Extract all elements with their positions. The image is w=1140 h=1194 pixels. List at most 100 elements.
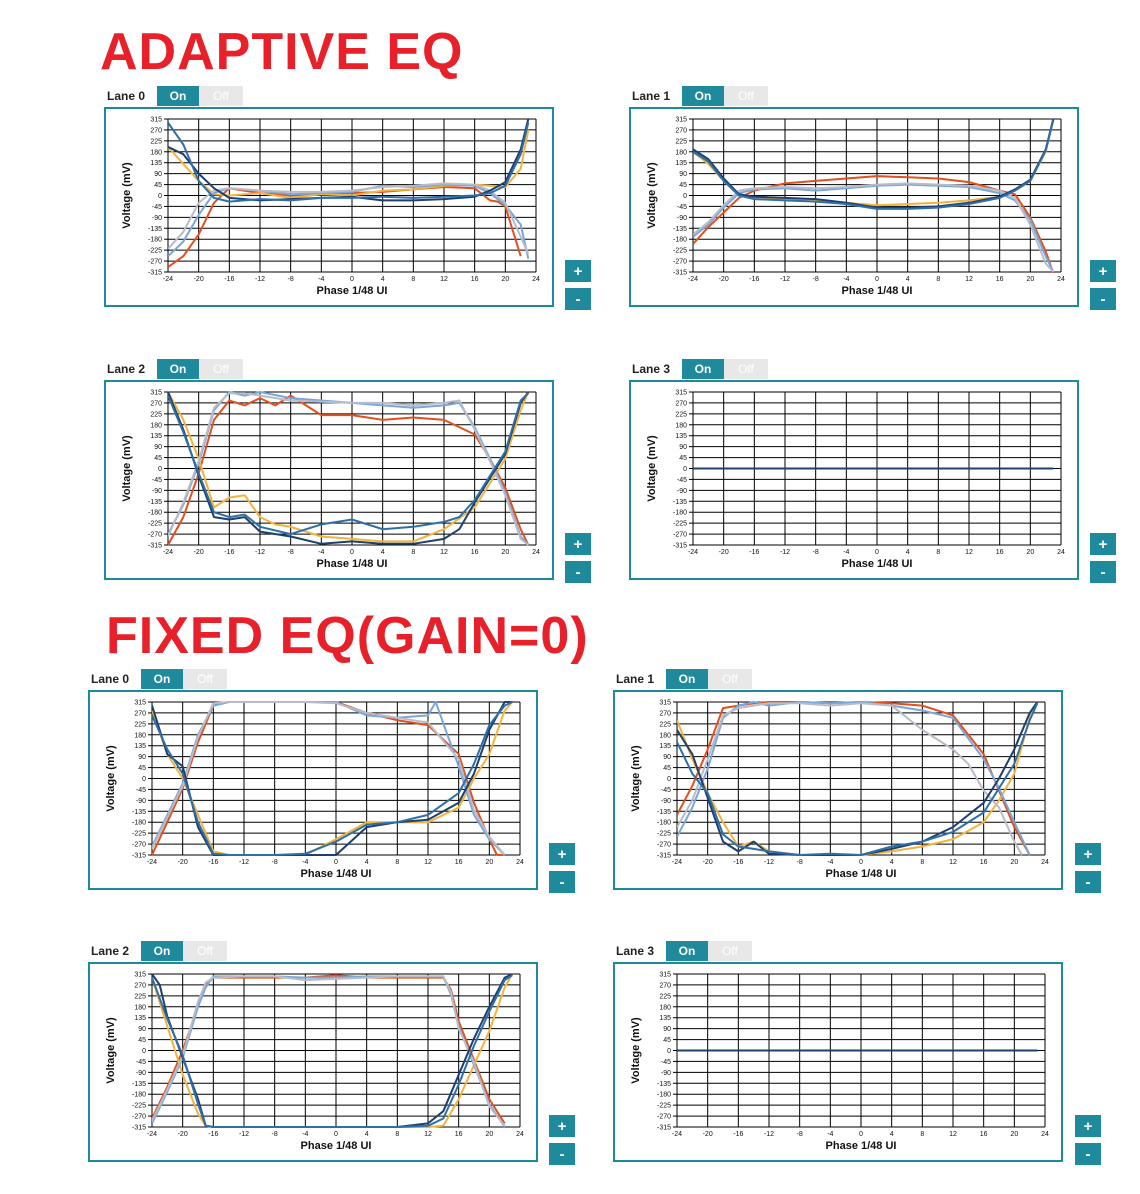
zoom-out-button[interactable]: - (1090, 288, 1116, 310)
zoom-out-button[interactable]: - (549, 1143, 575, 1165)
chart-svg: 315 270 225 180 135 90 45 0 -45 -90 -135 -180 -225 -2… (646, 117, 1065, 298)
on-off-toggle[interactable]: On Off (141, 669, 227, 689)
x-tick-label: 12 (440, 276, 448, 283)
zoom-in-button[interactable]: + (549, 843, 575, 865)
zoom-out-button[interactable]: - (1075, 1143, 1101, 1165)
y-tick-label: -315 (673, 543, 687, 550)
x-tick-label: 16 (455, 1131, 463, 1138)
x-tick-label: -12 (239, 859, 249, 866)
y-tick-label: 270 (150, 127, 162, 134)
off-button[interactable]: Off (199, 359, 243, 379)
on-off-toggle[interactable]: On Off (157, 359, 243, 379)
off-button[interactable]: Off (708, 669, 752, 689)
x-tick-label: -12 (780, 549, 790, 556)
zoom-in-button[interactable]: + (549, 1115, 575, 1137)
series-line (693, 175, 1055, 273)
on-button[interactable]: On (157, 86, 199, 106)
y-tick-label: 315 (150, 390, 162, 397)
on-off-toggle[interactable]: On Off (141, 941, 227, 961)
off-button[interactable]: Off (724, 86, 768, 106)
lane-label: Lane 0 (91, 672, 130, 686)
x-tick-label: 20 (501, 549, 509, 556)
zoom-in-button[interactable]: + (565, 533, 591, 555)
on-off-toggle[interactable]: On Off (666, 669, 752, 689)
off-button[interactable]: Off (724, 359, 768, 379)
zoom-in-button[interactable]: + (1090, 260, 1116, 282)
lane-label: Lane 1 (632, 89, 671, 103)
lane-label: Lane 1 (616, 672, 655, 686)
x-tick-label: -20 (719, 549, 729, 556)
zoom-in-button[interactable]: + (1090, 533, 1116, 555)
x-tick-label: -24 (163, 276, 173, 283)
on-off-toggle[interactable]: On Off (682, 86, 768, 106)
y-tick-label: -315 (657, 853, 671, 860)
chart-svg: 315 270 225 180 135 90 45 0 -45 -90 -135 -180 -225 -2… (121, 390, 540, 571)
on-button[interactable]: On (157, 359, 199, 379)
y-tick-label: 225 (134, 721, 146, 728)
series-group (677, 701, 1039, 856)
zoom-out-button[interactable]: - (1090, 561, 1116, 583)
x-tick-label: 12 (424, 859, 432, 866)
eye-diagram-chart: 315 270 225 180 135 90 45 0 -45 -90 -135 -180 -225 -2… (613, 690, 1063, 890)
y-tick-label: -180 (132, 820, 146, 827)
zoom-in-button[interactable]: + (1075, 1115, 1101, 1137)
y-tick-label: 270 (659, 982, 671, 989)
off-button[interactable]: Off (183, 669, 227, 689)
on-button[interactable]: On (141, 941, 183, 961)
y-tick-label: -315 (148, 270, 162, 277)
y-tick-label: 45 (663, 765, 671, 772)
grid (151, 701, 521, 856)
on-button[interactable]: On (666, 669, 708, 689)
y-tick-label: 0 (158, 466, 162, 473)
zoom-out-button[interactable]: - (565, 561, 591, 583)
x-tick-label: 8 (920, 859, 924, 866)
y-tick-label: 90 (154, 444, 162, 451)
y-tick-label: -90 (661, 1070, 671, 1077)
x-tick-label: 4 (365, 1131, 369, 1138)
chart-svg: 315 270 225 180 135 90 45 0 -45 -90 -135 -180 -225 -2… (105, 700, 524, 881)
x-tick-label: 0 (350, 276, 354, 283)
zoom-in-button[interactable]: + (565, 260, 591, 282)
y-tick-label: -225 (148, 248, 162, 255)
on-button[interactable]: On (682, 359, 724, 379)
x-axis-label: Phase 1/48 UI (842, 285, 913, 297)
on-button[interactable]: On (141, 669, 183, 689)
x-tick-label: -16 (208, 1131, 218, 1138)
series-line (168, 392, 529, 546)
y-tick-label: 45 (138, 1037, 146, 1044)
x-tick-label: 4 (381, 549, 385, 556)
x-tick-label: 0 (875, 549, 879, 556)
x-tick-label: -16 (733, 1131, 743, 1138)
on-button[interactable]: On (666, 941, 708, 961)
on-off-toggle[interactable]: On Off (682, 359, 768, 379)
zoom-out-button[interactable]: - (565, 288, 591, 310)
y-tick-label: 225 (659, 993, 671, 1000)
x-tick-label: 12 (949, 859, 957, 866)
y-tick-label: -45 (677, 204, 687, 211)
y-tick-label: -225 (673, 248, 687, 255)
y-tick-label: 0 (667, 776, 671, 783)
y-tick-label: -225 (673, 521, 687, 528)
y-tick-label: 270 (134, 710, 146, 717)
off-button[interactable]: Off (708, 941, 752, 961)
x-tick-label: -8 (813, 549, 819, 556)
y-tick-label: 90 (138, 754, 146, 761)
zoom-in-button[interactable]: + (1075, 843, 1101, 865)
y-tick-label: -45 (152, 204, 162, 211)
y-tick-label: -225 (148, 521, 162, 528)
lane-label: Lane 2 (91, 944, 130, 958)
on-off-toggle[interactable]: On Off (157, 86, 243, 106)
x-tick-label: 24 (1041, 1131, 1049, 1138)
zoom-out-button[interactable]: - (549, 871, 575, 893)
x-tick-label: 24 (1057, 549, 1065, 556)
zoom-out-button[interactable]: - (1075, 871, 1101, 893)
x-tick-label: -24 (688, 276, 698, 283)
lane-header: Lane 1 On Off (632, 85, 768, 107)
off-button[interactable]: Off (199, 86, 243, 106)
y-tick-label: -180 (657, 1092, 671, 1099)
eye-diagram-chart: 315 270 225 180 135 90 45 0 -45 -90 -135 -180 -225 -2… (629, 380, 1079, 580)
off-button[interactable]: Off (183, 941, 227, 961)
y-tick-label: -45 (136, 787, 146, 794)
on-off-toggle[interactable]: On Off (666, 941, 752, 961)
on-button[interactable]: On (682, 86, 724, 106)
